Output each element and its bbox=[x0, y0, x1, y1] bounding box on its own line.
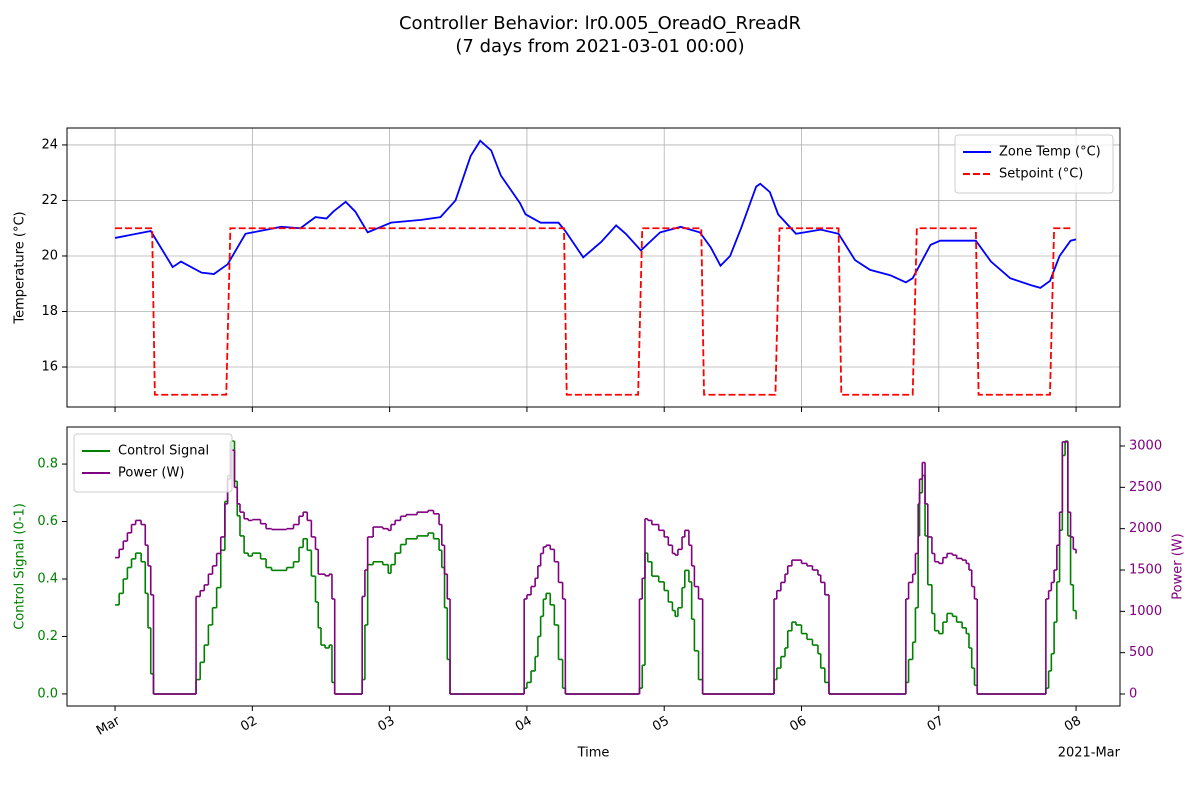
legend-label: Setpoint (°C) bbox=[999, 167, 1083, 182]
x-tick-label: 03 bbox=[376, 714, 398, 735]
x-tick-label: 04 bbox=[513, 714, 535, 735]
step-riser bbox=[118, 441, 1077, 695]
y-tick-label: 16 bbox=[41, 360, 58, 375]
y2-tick-label: 500 bbox=[1129, 645, 1154, 660]
x-tick-label: 07 bbox=[925, 714, 947, 735]
y-tick-label: 20 bbox=[41, 248, 58, 263]
y-tick-label: 0.8 bbox=[37, 457, 58, 472]
x-tick-label: 02 bbox=[238, 714, 260, 735]
y2-tick-label: 1500 bbox=[1129, 563, 1162, 578]
plot-frame bbox=[66, 426, 1121, 707]
y2-tick-label: 0 bbox=[1129, 687, 1137, 702]
x-tick-label: 06 bbox=[787, 714, 809, 735]
legend-box bbox=[954, 134, 1114, 194]
y2-tick-label: 2500 bbox=[1129, 480, 1162, 495]
y-axis-label: Temperature (°C) bbox=[13, 211, 28, 324]
figure-subtitle: (7 days from 2021-03-01 00:00) bbox=[455, 36, 744, 57]
legend-label: Control Signal bbox=[118, 444, 209, 459]
y2-axis-label: Power (W) bbox=[1171, 533, 1186, 599]
x-offset-label: 2021-Mar bbox=[1058, 746, 1121, 761]
legend-label: Power (W) bbox=[118, 466, 184, 481]
y2-tick-label: 3000 bbox=[1129, 439, 1162, 454]
y2-tick-label: 1000 bbox=[1129, 604, 1162, 619]
step-riser bbox=[118, 441, 1077, 694]
y-tick-label: 22 bbox=[41, 193, 58, 208]
series-line bbox=[114, 139, 1077, 289]
y-tick-label: 0.0 bbox=[37, 686, 58, 701]
y-tick-label: 0.6 bbox=[37, 514, 58, 529]
legend-box bbox=[73, 433, 233, 493]
series-line bbox=[115, 227, 1072, 396]
plot-frame bbox=[66, 127, 1121, 408]
y-tick-label: 0.4 bbox=[37, 571, 58, 586]
legend-label: Zone Temp (°C) bbox=[999, 145, 1101, 160]
y-axis-label: Control Signal (0-1) bbox=[13, 503, 28, 630]
x-axis-label: Time bbox=[577, 746, 610, 761]
y-tick-label: 24 bbox=[41, 137, 58, 152]
y2-tick-label: 2000 bbox=[1129, 521, 1162, 536]
y-tick-label: 0.2 bbox=[37, 629, 58, 644]
x-tick-label: 08 bbox=[1062, 714, 1084, 735]
y-tick-label: 18 bbox=[41, 304, 58, 319]
figure-title: Controller Behavior: lr0.005_OreadO_Rrea… bbox=[399, 13, 801, 34]
x-tick-label: 05 bbox=[650, 714, 672, 735]
